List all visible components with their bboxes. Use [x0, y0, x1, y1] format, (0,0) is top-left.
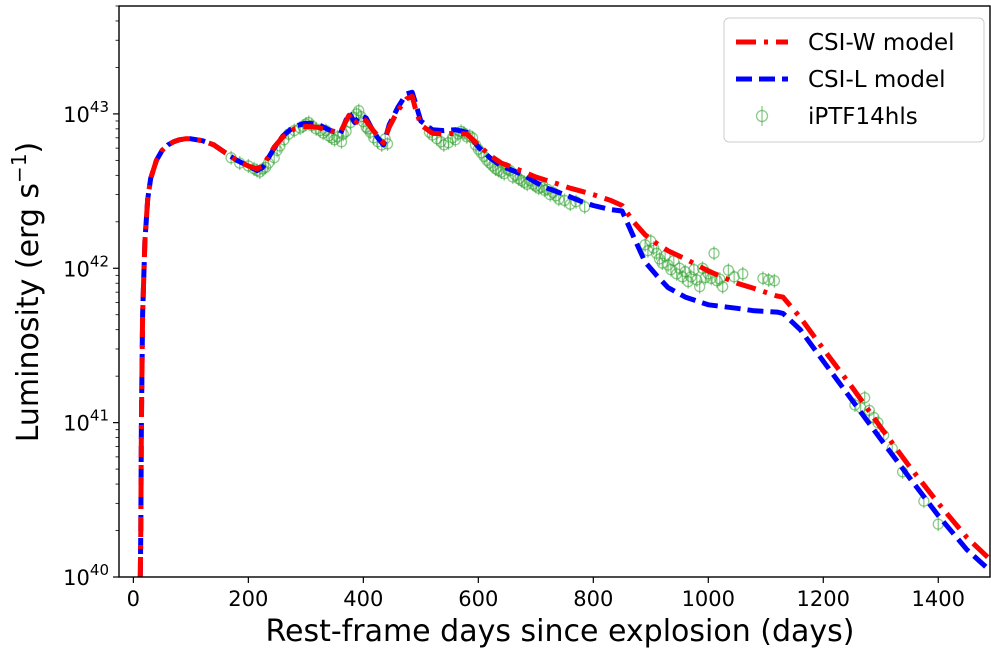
- data-point: [449, 134, 461, 146]
- data-point: [694, 281, 706, 293]
- data-point: [708, 247, 720, 259]
- data-point: [699, 271, 712, 284]
- legend: CSI-W model CSI-L model iPTF14hls: [723, 17, 985, 143]
- y-tick-label: 1040: [63, 561, 109, 590]
- series-csi-l-line: [137, 89, 991, 577]
- plot-frame: [118, 5, 991, 578]
- data-point: [688, 263, 700, 276]
- series-ipTF14hls-points: [225, 103, 944, 532]
- data-point: [535, 181, 548, 193]
- series-layer: [137, 89, 991, 577]
- legend-label: CSI-L model: [808, 67, 945, 93]
- x-tick-label: 1200: [797, 587, 850, 611]
- legend-marker-swatch: [755, 109, 769, 123]
- x-axis-label: Rest-frame days since explosion (days): [266, 614, 855, 649]
- x-tick-label: 0: [127, 587, 140, 611]
- data-point: [656, 257, 668, 269]
- data-point: [722, 264, 735, 276]
- data-point: [353, 104, 365, 117]
- x-tick-label: 600: [458, 587, 498, 611]
- x-tick-label: 1000: [682, 587, 735, 611]
- series-csi-w-line: [137, 93, 991, 577]
- x-tick-label: 400: [343, 587, 383, 611]
- data-point: [717, 281, 729, 293]
- data-point: [737, 268, 749, 280]
- data-point: [518, 176, 530, 189]
- y-axis: 1040 1041 1042 1043: [63, 5, 119, 590]
- data-point: [768, 275, 781, 287]
- y-tick-label: 1042: [63, 252, 109, 281]
- x-axis: 0 200 400 600 800 1000 1200 1400: [127, 577, 965, 611]
- legend-label: iPTF14hls: [808, 104, 918, 130]
- legend-box: [723, 17, 985, 143]
- y-axis-label: Luminosity (erg s−1): [7, 142, 46, 443]
- data-point: [558, 194, 571, 207]
- x-tick-label: 200: [228, 587, 268, 611]
- y-tick-label: 1043: [63, 98, 109, 127]
- y-tick-label: 1041: [63, 407, 109, 436]
- data-point: [335, 136, 348, 148]
- data-point: [691, 274, 703, 286]
- data-point: [757, 272, 769, 285]
- x-tick-label: 1400: [912, 587, 965, 611]
- data-point: [685, 271, 697, 283]
- data-point: [515, 174, 528, 187]
- legend-label: CSI-W model: [808, 30, 954, 56]
- data-point: [328, 134, 341, 146]
- data-point: [763, 274, 775, 286]
- data-point: [714, 273, 726, 285]
- data-point: [671, 268, 683, 280]
- data-point: [435, 136, 447, 148]
- x-tick-label: 800: [573, 587, 613, 611]
